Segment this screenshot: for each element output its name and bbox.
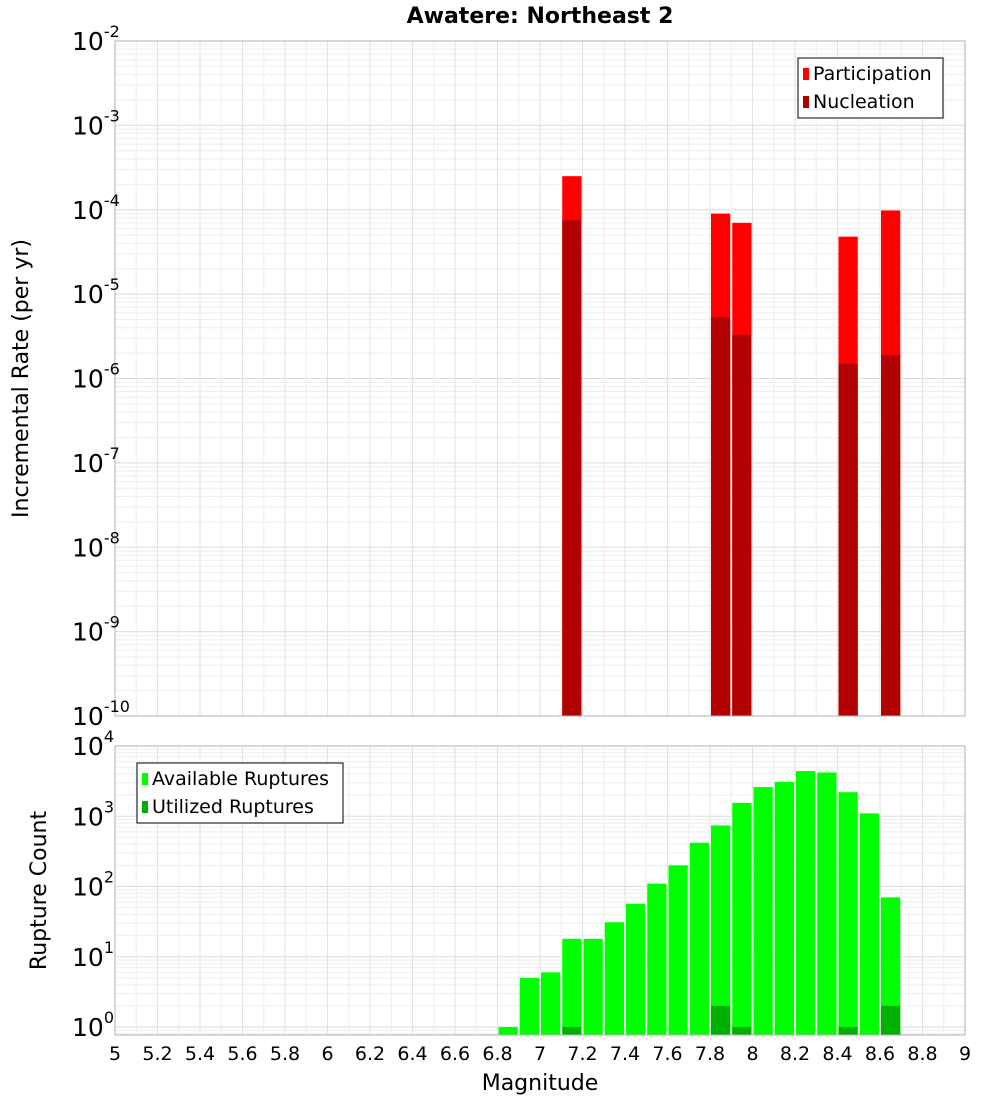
x-tick-label: 7.2 <box>567 1043 597 1065</box>
y-tick-label: 10-8 <box>72 528 120 562</box>
x-tick-label: 6.2 <box>355 1043 385 1065</box>
bar <box>562 938 582 1035</box>
x-tick-label: 9 <box>959 1043 971 1065</box>
bar <box>541 972 561 1035</box>
x-tick-label: 6.6 <box>440 1043 470 1065</box>
y-tick-label: 10-6 <box>72 360 120 394</box>
x-tick-label: 5.4 <box>185 1043 215 1065</box>
legend-label: Utilized Ruptures <box>152 796 314 818</box>
x-tick-label: 6 <box>321 1043 333 1065</box>
bar <box>817 772 837 1035</box>
bar <box>711 317 731 716</box>
legend-swatch <box>142 773 148 785</box>
x-tick-label: 7.4 <box>610 1043 640 1065</box>
plot-border <box>114 745 966 1036</box>
x-axis-label: Magnitude <box>482 1071 599 1096</box>
x-tick-label: 5.8 <box>270 1043 300 1065</box>
bar <box>881 1005 901 1035</box>
legend-label: Available Ruptures <box>152 768 329 790</box>
x-tick-label: 8.2 <box>780 1043 810 1065</box>
y-tick-label: 10-9 <box>72 613 120 647</box>
rate-panel: 10-10 10-9 10-8 10-7 10-6 10-5 10-4 10-3 10-2 Inc… <box>9 22 966 731</box>
y-axis-label: Rupture Count <box>27 811 52 971</box>
y-tick-label: 10-5 <box>72 275 120 309</box>
bar <box>711 825 731 1035</box>
x-tick-label: 5.2 <box>142 1043 172 1065</box>
count-panel: 100 101 102 103 104 Rupture Count Available Ru… <box>27 727 971 1065</box>
bar <box>881 354 901 716</box>
y-tick-label: 10-2 <box>72 22 120 56</box>
y-tick-label: 101 <box>72 938 114 972</box>
y-axis-label: Incremental Rate (per yr) <box>9 239 34 518</box>
bar <box>753 787 773 1035</box>
bar <box>519 977 539 1035</box>
y-tick-label: 100 <box>72 1008 114 1042</box>
bar <box>732 334 752 716</box>
bar <box>732 802 752 1035</box>
legend-label: Nucleation <box>813 91 915 113</box>
grid <box>114 745 966 1035</box>
x-tick-label: 7 <box>534 1043 546 1065</box>
x-tick-label: 5 <box>109 1043 121 1065</box>
bar <box>774 781 794 1035</box>
bar <box>838 363 858 716</box>
bar <box>689 842 709 1035</box>
bar <box>583 938 603 1035</box>
bar <box>668 865 688 1035</box>
x-tick-label: 7.6 <box>652 1043 682 1065</box>
x-tick-label: 5.6 <box>227 1043 257 1065</box>
x-tick-label: 8 <box>746 1043 758 1065</box>
bar <box>626 903 646 1035</box>
legend-label: Participation <box>813 63 932 85</box>
bar <box>711 1005 731 1035</box>
bar <box>647 883 667 1035</box>
bar <box>604 922 624 1035</box>
y-tick-label: 10-7 <box>72 444 120 478</box>
legend-swatch <box>142 801 148 813</box>
x-tick-label: 6.4 <box>397 1043 427 1065</box>
plot-border <box>114 40 966 717</box>
bar <box>838 792 858 1035</box>
series-available-ruptures <box>498 771 901 1035</box>
chart-title: Awatere: Northeast 2 <box>407 4 674 29</box>
x-tick-label: 6.8 <box>482 1043 512 1065</box>
x-tick-label: 8.6 <box>865 1043 895 1065</box>
bar <box>498 1027 518 1035</box>
legend: Participation Nucleation <box>797 57 944 119</box>
series-utilized-ruptures <box>562 1005 901 1035</box>
y-tick-label: 10-4 <box>72 191 120 225</box>
bar <box>838 1027 858 1035</box>
bar <box>881 897 901 1035</box>
legend: Available Ruptures Utilized Ruptures <box>136 762 344 824</box>
legend-swatch <box>803 68 809 80</box>
y-tick-label: 10-10 <box>72 697 130 731</box>
y-tick-label: 103 <box>72 797 114 831</box>
bar <box>796 771 816 1035</box>
x-tick-label: 7.8 <box>695 1043 725 1065</box>
y-tick-label: 10-3 <box>72 106 120 140</box>
bar <box>732 1027 752 1035</box>
series-nucleation <box>562 220 901 717</box>
grid <box>114 40 966 717</box>
y-tick-label: 102 <box>72 868 114 902</box>
bar <box>562 1027 582 1035</box>
legend-swatch <box>803 96 809 108</box>
y-tick-label: 104 <box>72 727 114 761</box>
x-tick-label: 8.8 <box>907 1043 937 1065</box>
bar <box>562 220 582 717</box>
x-tick-label: 8.4 <box>822 1043 852 1065</box>
bar <box>859 813 879 1035</box>
